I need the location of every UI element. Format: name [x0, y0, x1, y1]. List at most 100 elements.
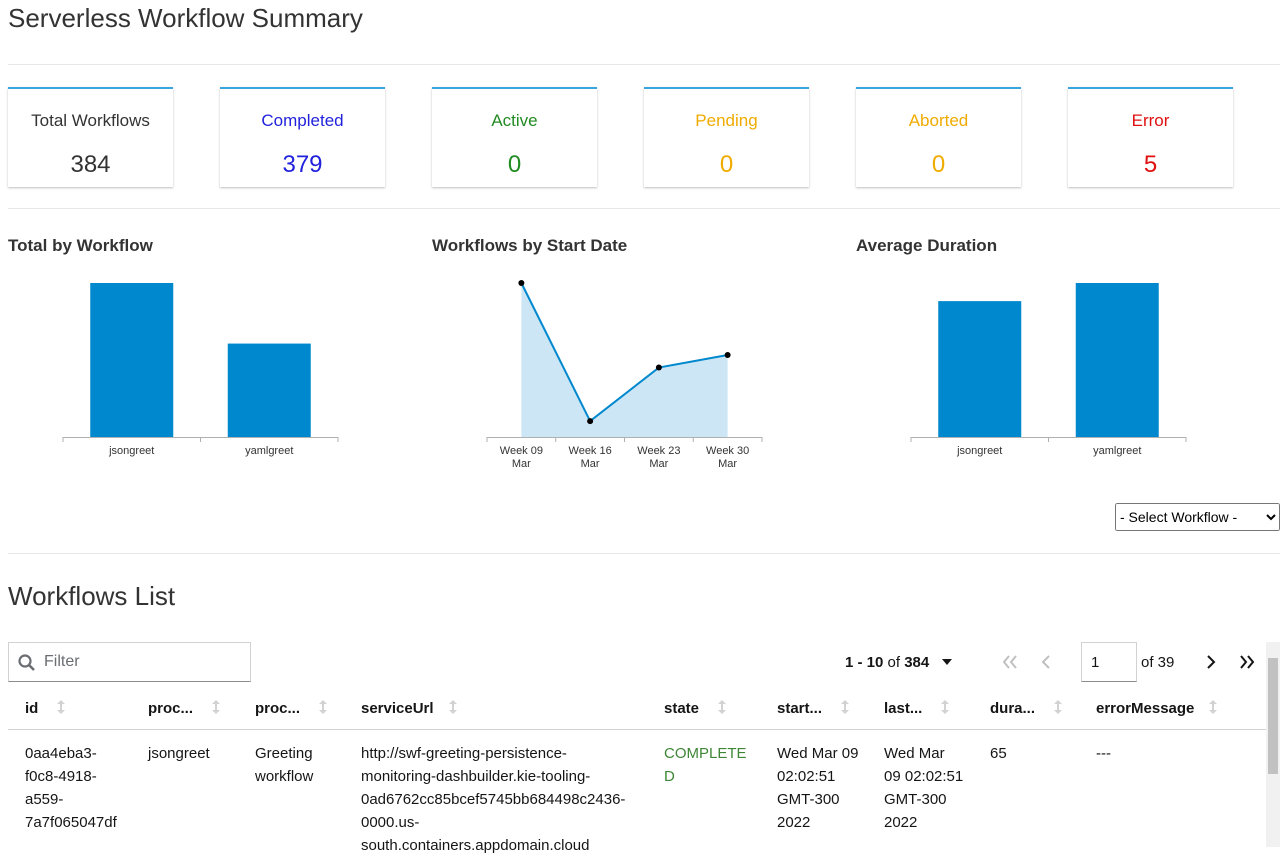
sort-icon	[1208, 699, 1218, 715]
column-header: serviceUrl	[344, 697, 647, 730]
sort-icon	[211, 699, 221, 715]
card-value: 0	[856, 151, 1021, 179]
table-cell: jsongreet	[131, 730, 238, 857]
dropdown-icon	[941, 657, 953, 667]
card-value: 379	[220, 151, 385, 179]
column-header: start...	[760, 697, 867, 730]
sort-icon	[318, 699, 328, 715]
table-cell: ---	[1079, 730, 1266, 857]
line-point	[587, 418, 593, 424]
column-label: proc...	[255, 700, 300, 717]
chart-title: Average Duration	[856, 236, 997, 256]
table-cell: 0aa4eba3-f0c8-4918-a559-7a7f065047df	[8, 730, 131, 857]
column-header: id	[8, 697, 131, 730]
x-tick-label: Week 30 Mar	[698, 445, 758, 471]
column-label: serviceUrl	[361, 700, 434, 717]
workflows-table: id proc... proc... serviceUrl state start... l…	[8, 697, 1266, 857]
sort-arrows	[718, 700, 726, 714]
summary-card: Error 5	[1068, 87, 1233, 187]
pagination-total: 384	[904, 654, 929, 671]
bar	[938, 301, 1021, 437]
chart: jsongreet yamlgreet	[8, 270, 432, 480]
bar	[90, 283, 173, 437]
column-header: errorMessage	[1079, 697, 1266, 730]
chart-svg	[8, 270, 432, 450]
column-label: last...	[884, 700, 922, 717]
column-label: id	[25, 700, 38, 717]
card-label: Aborted	[856, 111, 1021, 131]
x-tick-label: Week 16 Mar	[560, 445, 620, 471]
scrollbar[interactable]	[1266, 642, 1280, 847]
sort-arrows	[319, 700, 327, 714]
separator	[8, 64, 1280, 65]
separator	[8, 208, 1280, 209]
sort-icon	[448, 699, 458, 715]
column-label: errorMessage	[1096, 700, 1194, 717]
page-title: Serverless Workflow Summary	[8, 3, 363, 34]
workflow-select[interactable]: - Select Workflow -	[1115, 503, 1280, 531]
line-point	[518, 280, 524, 286]
sort-arrows	[1209, 700, 1217, 714]
x-tick-label: Week 09 Mar	[491, 445, 551, 471]
nav-next-last[interactable]	[1200, 652, 1260, 672]
sort-arrows	[57, 700, 65, 714]
table-cell: http://swf-greeting-persistence-monitori…	[344, 730, 647, 857]
card-value: 0	[644, 151, 809, 179]
column-header: last...	[867, 697, 973, 730]
card-label: Completed	[220, 111, 385, 131]
bar	[228, 344, 311, 437]
x-tick-label: Week 23 Mar	[629, 445, 689, 471]
table-cell: Greeting workflow	[238, 730, 344, 857]
separator	[8, 553, 1280, 554]
filter-input[interactable]: Filter	[8, 642, 251, 682]
sort-arrows	[841, 700, 849, 714]
pagination-range: 1 - 10	[845, 654, 883, 671]
search-icon	[18, 654, 35, 671]
summary-card: Aborted 0	[856, 87, 1021, 187]
chart-svg	[432, 270, 856, 450]
column-label: proc...	[148, 700, 193, 717]
card-label: Active	[432, 111, 597, 131]
x-tick-label: yamlgreet	[239, 445, 299, 458]
sort-arrows	[941, 700, 949, 714]
table-cell: COMPLETED	[647, 730, 760, 857]
line-point	[725, 352, 731, 358]
page-count: of 39	[1141, 654, 1174, 671]
page-number: 1	[1091, 654, 1099, 671]
sort-arrows	[449, 700, 457, 714]
sort-icon	[56, 699, 66, 715]
summary-card: Completed 379	[220, 87, 385, 187]
x-tick-label: jsongreet	[950, 445, 1010, 458]
card-value: 0	[432, 151, 597, 179]
column-label: state	[664, 700, 699, 717]
summary-card: Active 0	[432, 87, 597, 187]
summary-card: Pending 0	[644, 87, 809, 187]
column-label: dura...	[990, 700, 1035, 717]
page-input[interactable]: 1	[1081, 642, 1137, 682]
card-label: Pending	[644, 111, 809, 131]
column-header: state	[647, 697, 760, 730]
pagination-summary[interactable]: 1 - 10 of 384	[845, 654, 953, 671]
card-value: 5	[1068, 151, 1233, 179]
list-title: Workflows List	[8, 581, 175, 612]
sort-icon	[1053, 699, 1063, 715]
chart: Week 09 Mar Week 16 Mar Week 23 Mar Week 30…	[432, 270, 856, 480]
sort-arrows	[212, 700, 220, 714]
sort-icon	[940, 699, 950, 715]
card-label: Error	[1068, 111, 1233, 131]
table-cell: Wed Mar 09 02:02:51 GMT-300 2022	[760, 730, 867, 857]
table-cell: Wed Mar 09 02:02:51 GMT-300 2022	[867, 730, 973, 857]
nav-first-prev[interactable]	[1000, 652, 1060, 672]
sort-arrows	[1054, 700, 1062, 714]
chart-svg	[856, 270, 1280, 450]
x-tick-label: jsongreet	[102, 445, 162, 458]
scrollbar-thumb[interactable]	[1268, 658, 1278, 774]
chart-title: Total by Workflow	[8, 236, 153, 256]
card-value: 384	[8, 151, 173, 179]
line-point	[656, 365, 662, 371]
header-row: id proc... proc... serviceUrl state start... l…	[8, 697, 1266, 730]
